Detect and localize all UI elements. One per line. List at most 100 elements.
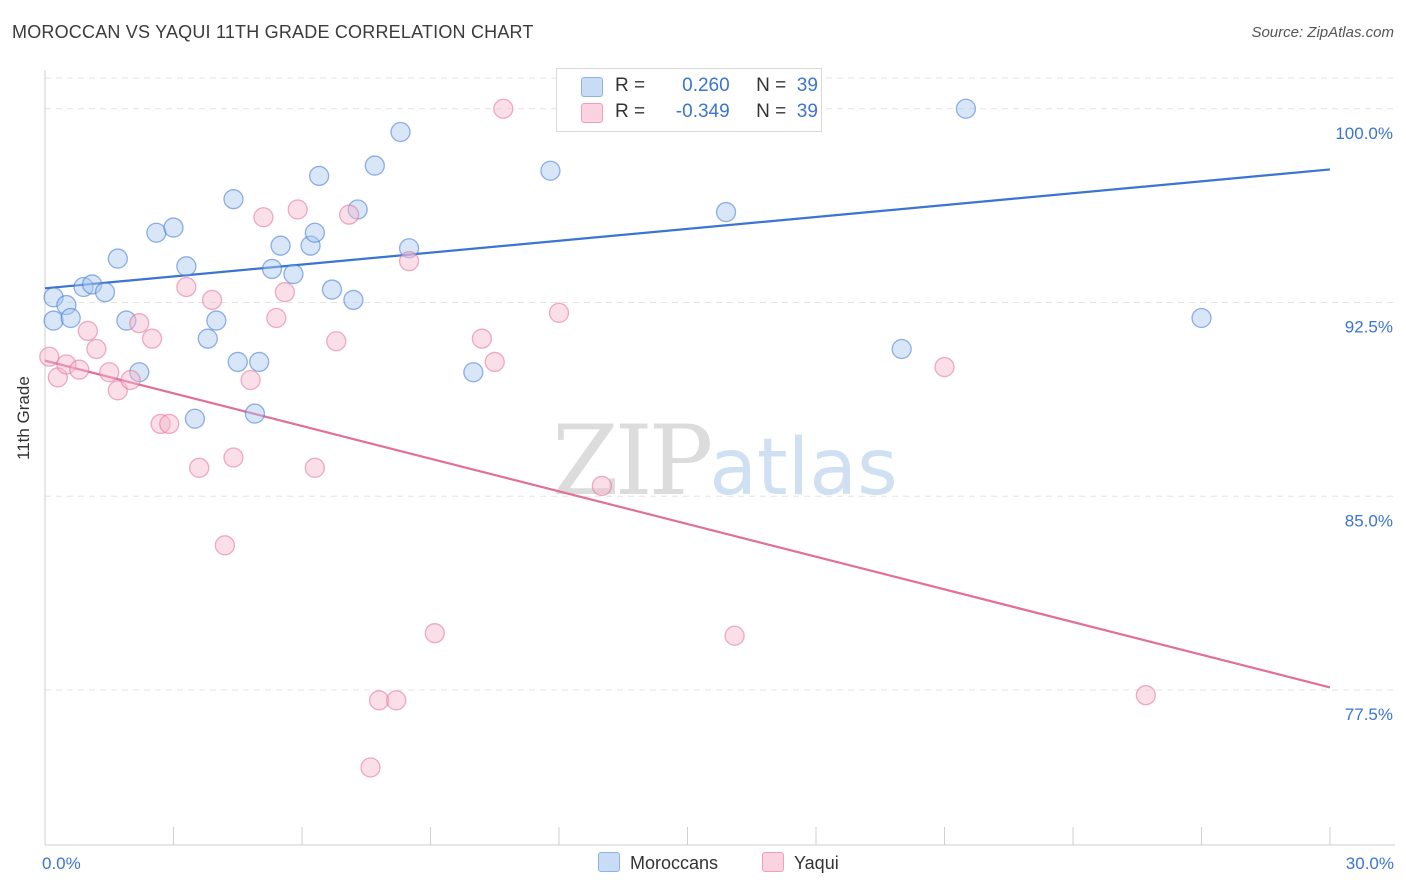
point-moroccans <box>146 222 167 243</box>
legend-r-label: R = <box>615 75 646 96</box>
point-yaqui <box>304 457 326 478</box>
point-yaqui <box>253 207 274 228</box>
point-moroccans <box>463 362 484 383</box>
point-moroccans <box>176 256 197 277</box>
point-yaqui <box>368 690 390 711</box>
legend-r-value-moroccans: 0.260 <box>682 75 730 96</box>
legend-r-value-yaqui: -0.349 <box>675 101 730 122</box>
point-yaqui <box>287 199 308 220</box>
point-moroccans <box>116 310 137 331</box>
point-moroccans <box>129 362 150 383</box>
point-moroccans <box>283 263 304 285</box>
point-moroccans <box>540 160 561 181</box>
point-yaqui <box>326 331 347 352</box>
point-yaqui <box>386 690 407 711</box>
point-moroccans <box>107 248 128 269</box>
point-moroccans <box>300 235 321 256</box>
point-moroccans <box>244 403 266 424</box>
point-yaqui <box>214 535 236 556</box>
point-yaqui <box>548 302 570 323</box>
point-yaqui <box>77 320 98 342</box>
y-tick-labels: 77.5% 85.0% 92.5% 100.0% <box>1335 124 1393 724</box>
point-yaqui <box>274 282 296 303</box>
point-yaqui <box>150 413 171 435</box>
point-yaqui <box>129 313 150 334</box>
trend-line-moroccans <box>44 168 1331 290</box>
point-moroccans <box>223 189 244 210</box>
data-points <box>39 98 1212 778</box>
point-yaqui <box>176 276 197 298</box>
stats-legend: R = 0.260 N = 39 R = -0.349 N = 39 <box>556 68 822 132</box>
point-yaqui <box>591 475 612 497</box>
series-legend-moroccans: Moroccans <box>598 852 718 874</box>
point-moroccans <box>390 121 411 143</box>
series-legend-yaqui: Yaqui <box>762 852 839 874</box>
y-tick-label: 92.5% <box>1345 318 1393 337</box>
point-moroccans <box>94 282 116 303</box>
series-swatch-yaqui <box>762 852 784 872</box>
point-yaqui <box>201 289 223 311</box>
chart-title: MOROCCAN VS YAQUI 11TH GRADE CORRELATION… <box>12 22 534 42</box>
series-name-yaqui: Yaqui <box>794 853 839 873</box>
watermark: ZIPatlas <box>552 405 898 517</box>
point-yaqui <box>471 328 493 349</box>
point-moroccans <box>227 351 248 373</box>
point-moroccans <box>715 201 737 223</box>
point-moroccans <box>163 217 184 238</box>
point-yaqui <box>398 251 420 272</box>
y-tick-label: 77.5% <box>1345 705 1393 724</box>
point-yaqui <box>484 351 505 373</box>
point-yaqui <box>69 359 90 380</box>
point-yaqui <box>493 98 514 119</box>
point-moroccans <box>184 408 206 429</box>
point-moroccans <box>261 258 283 280</box>
legend-swatch-yaqui <box>581 103 603 123</box>
point-moroccans <box>304 222 326 243</box>
point-yaqui <box>159 413 180 435</box>
point-moroccans <box>56 294 77 316</box>
point-yaqui <box>266 307 287 329</box>
point-moroccans <box>364 155 385 176</box>
series-swatch-moroccans <box>598 852 620 872</box>
point-yaqui <box>338 204 360 225</box>
point-moroccans <box>321 279 343 300</box>
point-yaqui <box>360 757 381 778</box>
point-yaqui <box>39 346 60 367</box>
point-moroccans <box>1191 307 1212 329</box>
legend-n-label: N = <box>756 101 787 122</box>
point-yaqui <box>1135 685 1156 706</box>
point-yaqui <box>724 625 745 646</box>
legend-n-value-moroccans: 39 <box>796 75 818 96</box>
point-moroccans <box>955 98 977 119</box>
x-tick-label-min: 0.0% <box>42 854 81 873</box>
point-yaqui <box>189 457 210 478</box>
point-moroccans <box>270 235 291 256</box>
series-name-moroccans: Moroccans <box>630 853 719 873</box>
point-moroccans <box>249 351 270 373</box>
legend-swatch-moroccans <box>581 77 603 97</box>
source-label: Source: ZipAtlas.com <box>1251 24 1394 41</box>
point-moroccans <box>343 289 364 311</box>
point-yaqui <box>424 623 445 644</box>
point-moroccans <box>206 310 227 331</box>
point-moroccans <box>43 287 64 308</box>
trend-line-yaqui <box>44 359 1331 689</box>
point-moroccans <box>891 338 912 360</box>
point-yaqui <box>223 447 244 468</box>
point-moroccans <box>60 307 81 329</box>
legend-r-label: R = <box>615 101 646 122</box>
point-moroccans <box>308 165 330 187</box>
point-moroccans <box>81 274 103 295</box>
point-yaqui <box>86 338 107 360</box>
point-moroccans <box>197 328 218 349</box>
point-yaqui <box>99 362 120 383</box>
point-yaqui <box>240 369 261 391</box>
axes <box>44 70 1395 846</box>
point-yaqui <box>56 354 77 375</box>
point-yaqui <box>934 356 955 378</box>
y-tick-label: 85.0% <box>1345 511 1393 530</box>
watermark-atlas: atlas <box>709 423 898 513</box>
x-tick-label-max: 30.0% <box>1345 854 1394 873</box>
point-moroccans <box>43 310 64 331</box>
